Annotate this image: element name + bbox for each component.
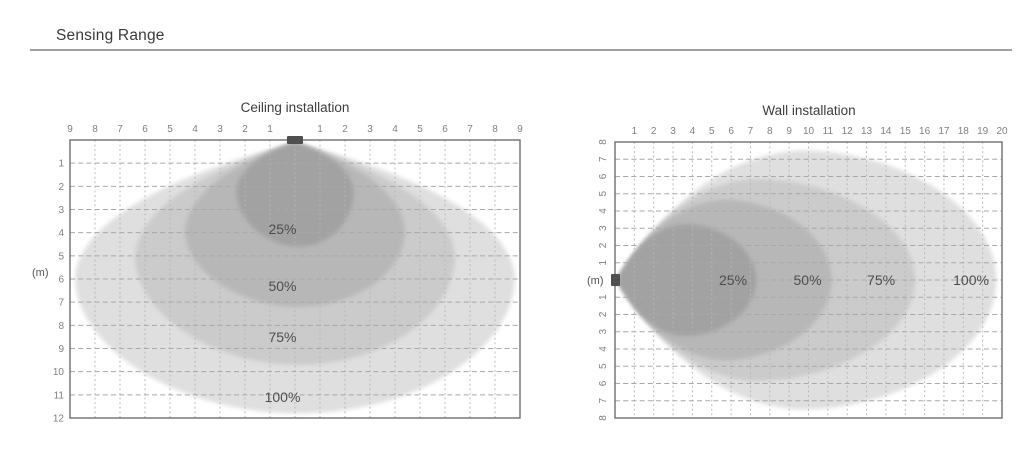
y-axis-tick-labels: 8 7 6 5 4 3 2 1 1 2 3 4 5 6 7 8 [598, 139, 609, 421]
x-tick-label: 3 [367, 124, 373, 135]
zone-label-100pct: 100% [953, 272, 989, 288]
zone-label-75pct: 75% [867, 272, 895, 288]
x-tick-label: 8 [492, 124, 498, 135]
x-axis-tick-labels: 1 2 3 4 5 6 7 8 9 10 11 12 13 14 15 16 17 18 19 20 [632, 126, 1008, 137]
grid [70, 140, 520, 418]
ceiling-installation-chart: 100%75%50%25%9 8 7 6 5 4 3 2 1 1 2 3 4 5 6 7 8 9123456789… [32, 124, 523, 425]
sensor-marker-icon [611, 274, 620, 286]
axis-unit-label: (m) [587, 275, 604, 287]
y-tick-label: 5 [58, 251, 64, 262]
y-tick-label: 6 [598, 173, 609, 179]
x-tick-label: 14 [880, 126, 892, 137]
y-tick-label: 2 [598, 311, 609, 317]
zone-label-50pct: 50% [794, 272, 822, 288]
zone-labels: 100% 75% 50% 25% [719, 272, 989, 288]
x-tick-label: 5 [709, 126, 715, 137]
zone-25pct [616, 223, 757, 337]
x-tick-label: 9 [67, 124, 73, 135]
y-tick-label: 4 [598, 346, 609, 352]
y-tick-label: 2 [598, 242, 609, 248]
zone-label-25pct: 25% [268, 221, 296, 237]
x-tick-label: 8 [767, 126, 773, 137]
x-tick-label: 1 [267, 124, 273, 135]
y-tick-label: 4 [58, 228, 64, 239]
y-tick-label: 3 [598, 329, 609, 335]
x-tick-label: 8 [92, 124, 98, 135]
x-tick-label: 1 [632, 126, 638, 137]
zone-25pct [236, 142, 354, 247]
x-tick-label: 6 [142, 124, 148, 135]
y-tick-label: 3 [598, 225, 609, 231]
y-tick-label: 5 [598, 191, 609, 197]
x-tick-label: 4 [192, 124, 198, 135]
x-tick-label: 5 [417, 124, 423, 135]
heading-underline [30, 49, 1012, 51]
x-tick-label: 9 [517, 124, 523, 135]
y-tick-label: 8 [58, 321, 64, 332]
x-tick-label: 6 [728, 126, 734, 137]
zone-label-50pct: 50% [268, 278, 296, 294]
y-tick-label: 7 [58, 298, 64, 309]
x-tick-label: 20 [996, 126, 1008, 137]
x-tick-label: 4 [690, 126, 696, 137]
y-tick-label: 7 [598, 398, 609, 404]
x-tick-label: 7 [748, 126, 754, 137]
y-tick-label: 8 [598, 415, 609, 421]
zone-label-25pct: 25% [719, 272, 747, 288]
x-axis-tick-labels: 9 8 7 6 5 4 3 2 1 1 2 3 4 5 6 7 8 9 [67, 124, 523, 135]
x-tick-label: 7 [117, 124, 123, 135]
y-tick-label: 2 [58, 182, 64, 193]
x-tick-label: 2 [242, 124, 248, 135]
zone-labels: 100% 75% 50% 25% [265, 221, 301, 405]
y-tick-label: 6 [598, 380, 609, 386]
x-tick-label: 19 [977, 126, 989, 137]
x-tick-label: 18 [958, 126, 970, 137]
x-tick-label: 3 [670, 126, 676, 137]
y-tick-label: 12 [53, 414, 65, 425]
chart-title-wall: Wall installation [762, 103, 856, 118]
x-tick-label: 12 [842, 126, 854, 137]
y-tick-label: 1 [598, 260, 609, 266]
zone-label-75pct: 75% [268, 329, 296, 345]
x-tick-label: 11 [823, 126, 834, 137]
y-tick-label: 1 [598, 294, 609, 300]
y-tick-label: 11 [54, 390, 65, 401]
x-tick-label: 7 [467, 124, 473, 135]
x-tick-label: 2 [342, 124, 348, 135]
x-tick-label: 5 [167, 124, 173, 135]
wall-installation-chart: 100%75%50%25%1 2 3 4 5 6 7 8 9 10 11 12 13 14 15 16 17 18… [587, 126, 1008, 421]
sensor-marker-icon [287, 136, 303, 144]
y-tick-label: 10 [53, 367, 65, 378]
y-tick-label: 6 [58, 275, 64, 286]
y-tick-label: 3 [58, 205, 64, 216]
x-tick-label: 17 [938, 126, 950, 137]
x-tick-label: 9 [786, 126, 792, 137]
x-tick-label: 2 [651, 126, 657, 137]
y-tick-label: 7 [598, 156, 609, 162]
x-tick-label: 6 [442, 124, 448, 135]
x-tick-label: 10 [803, 126, 815, 137]
page-title: Sensing Range [56, 27, 165, 44]
grid [615, 142, 1002, 418]
y-tick-label: 5 [598, 363, 609, 369]
chart-title-ceiling: Ceiling installation [240, 100, 350, 115]
x-tick-label: 15 [900, 126, 912, 137]
x-tick-label: 4 [392, 124, 398, 135]
axis-unit-label: (m) [32, 267, 49, 279]
x-tick-label: 3 [217, 124, 223, 135]
zone-label-100pct: 100% [265, 389, 301, 405]
y-tick-label: 4 [598, 208, 609, 214]
y-tick-label: 8 [598, 139, 609, 145]
y-tick-label: 1 [58, 159, 64, 170]
x-tick-label: 13 [861, 126, 873, 137]
x-tick-label: 16 [919, 126, 931, 137]
y-tick-label: 9 [58, 344, 64, 355]
x-tick-label: 1 [317, 124, 323, 135]
